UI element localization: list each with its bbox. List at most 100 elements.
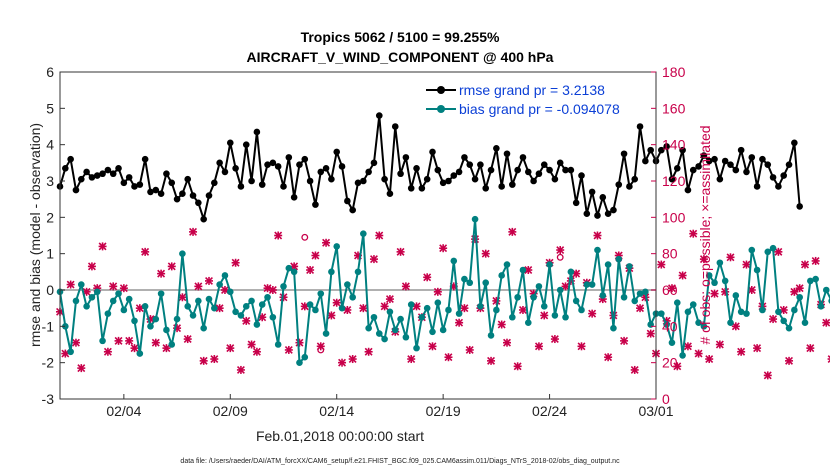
y2-tick-label-1: 20 [662, 355, 678, 371]
y-tick-label-6: 3 [46, 173, 54, 189]
obs-point-98 [577, 342, 586, 351]
rmse-point-65 [402, 154, 410, 161]
rmse-point-57 [360, 177, 367, 185]
rmse-point-17 [147, 188, 154, 196]
y2-tick-label-6: 120 [662, 173, 686, 189]
obs-point-93 [550, 335, 559, 344]
obs-point-90 [534, 342, 543, 351]
bias-point-83 [498, 272, 505, 279]
bias-point-123 [711, 279, 718, 287]
bias-point-105 [615, 255, 623, 263]
bias-point-38 [258, 301, 266, 308]
obs-point-135 [774, 247, 783, 256]
rmse-point-70 [429, 148, 436, 156]
bias-point-97 [572, 297, 580, 305]
rmse-point-127 [732, 166, 740, 174]
rmse-point-50 [322, 164, 330, 172]
bias-point-25 [189, 312, 197, 319]
rmse-point-133 [764, 161, 772, 168]
rmse-point-16 [141, 155, 149, 163]
bias-point-121 [700, 323, 708, 330]
obs-point-75 [455, 318, 464, 327]
obs-point-123 [710, 289, 719, 298]
bias-point-9 [104, 310, 112, 317]
rmse-point-40 [269, 159, 277, 167]
rmse-point-94 [556, 159, 564, 167]
bias-point-41 [274, 341, 282, 348]
legend-bias-marker [437, 105, 445, 113]
y-tick-label-2: -1 [42, 318, 55, 334]
bias-point-31 [221, 272, 229, 279]
rmse-point-39 [264, 161, 271, 168]
obs-point-117 [678, 271, 687, 280]
bias-point-54 [344, 281, 351, 288]
obs-point-2 [66, 280, 75, 289]
y-tick-label-9: 6 [46, 64, 54, 80]
obs-point-33 [231, 258, 240, 267]
y2-tick-label-9: 180 [662, 64, 686, 80]
bias-point-52 [333, 243, 341, 250]
rmse-point-78 [471, 175, 479, 183]
rmse-point-80 [482, 184, 490, 192]
rmse-point-105 [615, 181, 623, 188]
rmse-point-56 [354, 179, 362, 187]
rmse-point-51 [328, 175, 335, 183]
bias-point-79 [477, 303, 484, 310]
obs-point-26 [194, 282, 203, 291]
rmse-point-74 [450, 172, 458, 179]
rmse-point-28 [205, 192, 213, 199]
rmse-point-139 [796, 203, 803, 210]
bias-point-89 [530, 293, 537, 301]
obs-point-128 [737, 347, 746, 356]
obs-point-124 [715, 340, 724, 349]
bias-point-130 [748, 246, 756, 254]
rmse-series [56, 112, 803, 223]
rmse-point-4 [77, 175, 85, 183]
bias-point-64 [397, 315, 404, 323]
bias-point-144 [822, 286, 830, 294]
rmse-point-29 [211, 179, 218, 187]
obs-point-71 [433, 287, 442, 296]
rmse-point-54 [344, 197, 351, 205]
rmse-point-30 [216, 159, 223, 167]
bias-point-125 [721, 277, 729, 285]
obs-point-61 [380, 302, 389, 311]
bias-point-14 [131, 317, 138, 325]
y2-tick-label-7: 140 [662, 137, 686, 153]
obs-point-55 [348, 355, 357, 364]
obs-point-77 [465, 345, 474, 354]
bias-point-98 [578, 306, 585, 314]
obs-point-141 [806, 344, 815, 353]
rmse-point-37 [253, 128, 261, 136]
obs-point-29 [210, 355, 219, 364]
obs-point-116 [673, 362, 682, 371]
bias-point-27 [200, 324, 207, 332]
rmse-point-9 [104, 166, 112, 174]
plot-frame [59, 71, 657, 400]
x-tick-label-0: 02/04 [106, 403, 141, 419]
bias-point-72 [439, 326, 447, 334]
rmse-point-58 [365, 168, 372, 176]
rmse-point-101 [594, 212, 601, 219]
obs-point-139 [795, 284, 804, 293]
bias-point-117 [679, 352, 686, 359]
x-axis-label: Feb.01,2018 00:00:00 start [256, 428, 424, 444]
bias-point-106 [620, 293, 628, 301]
obs-possible-marker-2 [556, 253, 564, 261]
obs-point-73 [444, 353, 453, 362]
bias-point-6 [88, 293, 96, 301]
bias-point-66 [407, 301, 415, 308]
bias-point-129 [743, 310, 750, 317]
bias-point-53 [338, 304, 346, 312]
rmse-point-38 [258, 181, 266, 188]
obs-point-53 [338, 358, 347, 367]
bias-point-43 [285, 264, 293, 272]
rmse-point-48 [312, 201, 319, 208]
bias-point-84 [503, 261, 511, 268]
bias-point-44 [290, 268, 298, 276]
bias-point-127 [732, 292, 740, 299]
rmse-point-138 [791, 139, 798, 147]
obs-point-131 [753, 344, 762, 353]
bias-point-113 [658, 310, 665, 317]
rmse-point-113 [658, 146, 665, 154]
